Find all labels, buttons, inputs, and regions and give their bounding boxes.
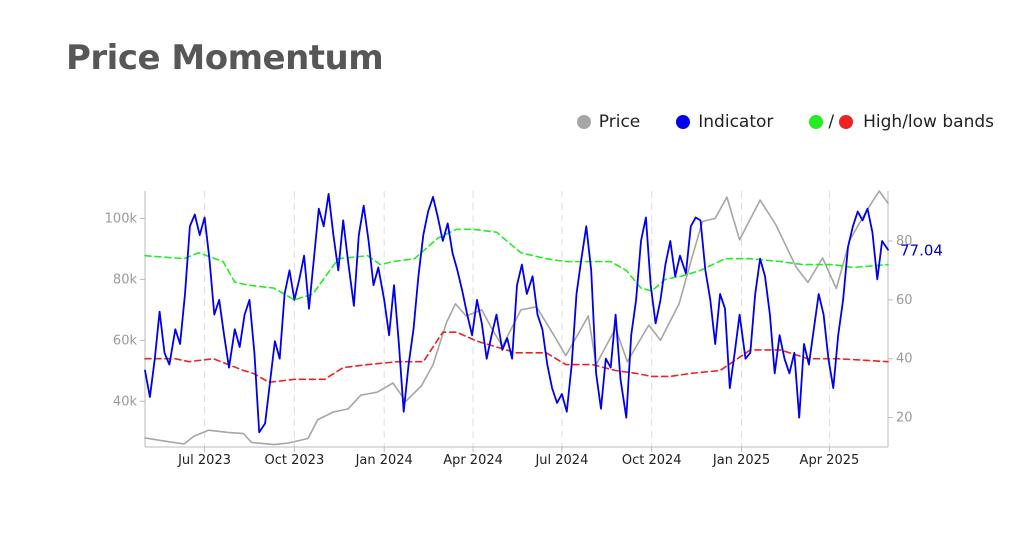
high-band-line xyxy=(144,228,889,301)
page-title: Price Momentum xyxy=(66,38,384,78)
indicator-legend-dot xyxy=(676,115,691,129)
grid-lines xyxy=(204,191,830,447)
chart-legend: Price Indicator / High/low bands xyxy=(576,112,994,132)
price-line xyxy=(144,190,889,446)
x-tick-label: Jan 2025 xyxy=(712,453,770,468)
x-tick-label: Oct 2024 xyxy=(622,453,682,468)
chart-labels: Jul 2023 Oct 2023 Jan 2024 Apr 2024 Jul 2024… xyxy=(105,211,943,468)
left-tick-label: 100k xyxy=(105,211,138,226)
x-tick-label: Jul 2024 xyxy=(534,453,588,468)
chart-series xyxy=(144,190,889,446)
high-band-legend-dot xyxy=(809,115,824,129)
x-tick-label: Apr 2024 xyxy=(443,453,503,468)
legend-separator: / xyxy=(828,112,835,132)
left-tick-label: 60k xyxy=(113,333,138,348)
right-tick-label: 40 xyxy=(896,352,913,367)
right-tick-label: 60 xyxy=(896,293,913,308)
left-tick-label: 40k xyxy=(113,394,138,409)
low-band-legend-dot xyxy=(839,115,854,129)
price-legend-dot xyxy=(576,115,591,129)
chart-axes xyxy=(140,191,893,452)
legend-item-bands: / High/low bands xyxy=(809,112,994,132)
x-tick-label: Oct 2023 xyxy=(265,453,325,468)
right-tick-label: 20 xyxy=(896,411,913,426)
legend-label-indicator: Indicator xyxy=(698,112,774,132)
indicator-last-value: 77.04 xyxy=(900,242,943,260)
legend-label-bands: High/low bands xyxy=(863,112,994,132)
right-tick-label: 80 xyxy=(896,234,913,249)
x-tick-label: Jul 2023 xyxy=(177,453,231,468)
legend-label-price: Price xyxy=(598,112,641,132)
left-tick-label: 80k xyxy=(113,272,138,287)
x-tick-label: Apr 2025 xyxy=(800,453,860,468)
x-tick-label: Jan 2024 xyxy=(355,453,413,468)
legend-item-price: Price xyxy=(576,112,641,132)
legend-item-indicator: Indicator xyxy=(676,112,773,132)
indicator-line xyxy=(144,193,889,434)
